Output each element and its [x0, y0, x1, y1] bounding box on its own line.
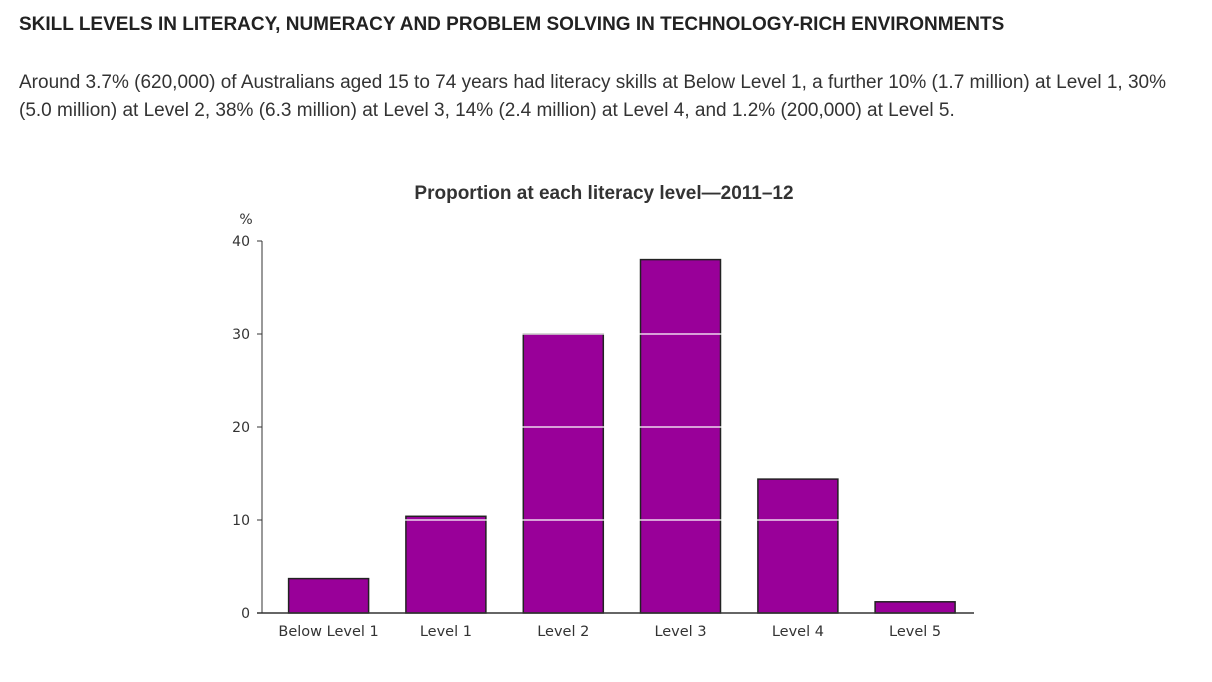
bar-level-4 [757, 478, 839, 614]
bar-below-level-1 [287, 577, 370, 614]
y-tick-label: 20 [232, 420, 250, 436]
bar-level-3 [639, 258, 722, 614]
x-tick-label: Below Level 1 [278, 624, 378, 640]
y-tick-label: 30 [232, 327, 250, 343]
bar-level-2 [522, 333, 605, 614]
x-tick-label: Level 2 [537, 624, 589, 640]
x-tick-label: Level 1 [420, 624, 472, 640]
bar-level-5 [874, 601, 956, 614]
chart-title: Proportion at each literacy level—2011–1… [414, 183, 793, 204]
y-tick-label: 0 [241, 606, 250, 622]
y-tick-label: 40 [232, 234, 250, 250]
bars-layer [287, 258, 956, 614]
y-ticks-layer: 0 10 20 30 40 [232, 234, 262, 622]
x-tick-label: Level 4 [772, 624, 824, 640]
page-heading: SKILL LEVELS IN LITERACY, NUMERACY AND P… [19, 14, 1005, 35]
x-tick-label: Level 3 [654, 624, 706, 640]
y-axis-unit-label: % [239, 212, 252, 228]
gridlines-layer [262, 333, 974, 521]
bar-level-1 [405, 515, 487, 614]
y-tick-label: 10 [232, 513, 250, 529]
x-labels-layer: Below Level 1 Level 1 Level 2 Level 3 Level … [278, 624, 941, 640]
intro-paragraph: Around 3.7% (620,000) of Australians age… [19, 72, 1166, 121]
x-tick-label: Level 5 [889, 624, 941, 640]
